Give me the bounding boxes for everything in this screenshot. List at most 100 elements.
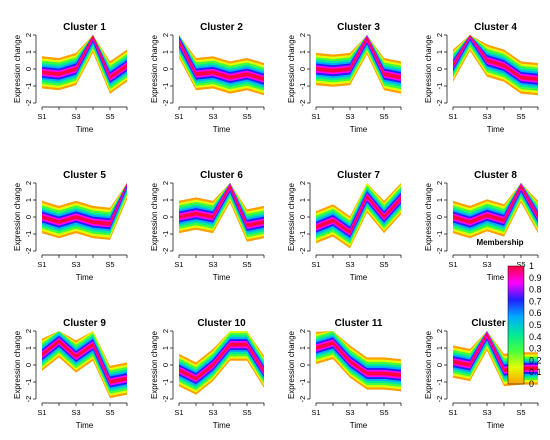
cluster-3-y-tick-label: 1: [298, 50, 307, 54]
legend-tick-label: 0.4: [529, 332, 542, 342]
cluster-9-x-tick-label: S5: [105, 408, 114, 417]
cluster-12-y-tick-label: 2: [435, 329, 444, 333]
cluster-11-x-tick-label: S1: [311, 408, 320, 417]
cluster-6-x-tick-label: S1: [174, 260, 183, 269]
cluster-8-y-label: Expression change: [424, 182, 433, 251]
cluster-5-y-tick-label: 2: [24, 181, 33, 185]
cluster-2-band-7: [179, 38, 264, 83]
cluster-7-x-label: Time: [350, 273, 368, 282]
cluster-10-title: Cluster 10: [197, 318, 246, 329]
cluster-7-y-label: Expression change: [287, 182, 296, 251]
cluster-8-x-tick-label: S1: [448, 260, 457, 269]
cluster-2-x-tick-label: S1: [174, 112, 183, 121]
legend-tick-label: 0.3: [529, 344, 542, 354]
cluster-6-y-tick-label: -2: [161, 248, 170, 255]
cluster-10-y-tick-label: 1: [161, 346, 170, 350]
cluster-7-y-tick-label: 0: [298, 215, 307, 219]
cluster-2-x-tick-label: S5: [242, 112, 251, 121]
cluster-8-x-tick-label: S3: [482, 260, 491, 269]
cluster-12-y-tick-label: 0: [435, 363, 444, 367]
cluster-1-y-tick-label: -2: [24, 100, 33, 107]
cluster-11-y-tick-label: 0: [298, 363, 307, 367]
cluster-5-y-label: Expression change: [13, 182, 22, 251]
cluster-4-x-tick-label: S1: [448, 112, 457, 121]
cluster-10-band-7: [179, 341, 264, 383]
cluster-10-x-tick-label: S3: [208, 408, 217, 417]
cluster-9-y-tick-label: 0: [24, 363, 33, 367]
cluster-2-y-tick-label: 0: [161, 67, 170, 71]
cluster-9-y-label: Expression change: [13, 330, 22, 399]
cluster-1-band-7: [42, 35, 127, 82]
cluster-4-y-tick-label: 1: [435, 50, 444, 54]
cluster-1-x-label: Time: [76, 125, 94, 134]
cluster-7-y-tick-label: 1: [298, 198, 307, 202]
cluster-8-title: Cluster 8: [474, 170, 517, 181]
cluster-1-x-tick-label: S1: [37, 112, 46, 121]
cluster-9-x-tick-label: S1: [37, 408, 46, 417]
cluster-5-title: Cluster 5: [63, 170, 106, 181]
cluster-9-band-8: [42, 339, 127, 384]
cluster-3-x-tick-label: S3: [345, 112, 354, 121]
cluster-12-x-label: Time: [487, 421, 505, 430]
cluster-11-band-8: [316, 341, 401, 378]
cluster-3-y-tick-label: -1: [298, 83, 307, 90]
cluster-3-y-tick-label: 2: [298, 33, 307, 37]
cluster-6-x-tick-label: S5: [242, 260, 251, 269]
cluster-8-y-tick-label: 1: [435, 198, 444, 202]
cluster-12-x-tick-label: S3: [482, 408, 491, 417]
cluster-5-band-8: [42, 183, 127, 226]
cluster-2-title: Cluster 2: [200, 22, 243, 33]
cluster-8-y-tick-label: 0: [435, 215, 444, 219]
cluster-4-y-tick-label: -1: [435, 83, 444, 90]
cluster-7-x-tick-label: S5: [379, 260, 388, 269]
cluster-8-band-8: [453, 184, 538, 224]
cluster-3-y-tick-label: 0: [298, 67, 307, 71]
cluster-5-x-label: Time: [76, 273, 94, 282]
cluster-3-band-8: [316, 36, 401, 80]
cluster-10-x-tick-label: S5: [242, 408, 251, 417]
cluster-11-x-label: Time: [350, 421, 368, 430]
cluster-9-title: Cluster 9: [63, 318, 106, 329]
cluster-12-y-label: Expression change: [424, 330, 433, 399]
cluster-7-band-8: [316, 194, 401, 235]
cluster-7-x-tick-label: S1: [311, 260, 320, 269]
cluster-11-y-label: Expression change: [287, 330, 296, 399]
cluster-4-y-tick-label: 2: [435, 33, 444, 37]
cluster-10-y-tick-label: 2: [161, 329, 170, 333]
cluster-4-band-8: [453, 35, 538, 82]
cluster-3-x-tick-label: S5: [379, 112, 388, 121]
cluster-6-y-tick-label: 0: [161, 215, 170, 219]
cluster-1-x-tick-label: S3: [71, 112, 80, 121]
cluster-4-x-label: Time: [487, 125, 505, 134]
cluster-2-y-tick-label: -2: [161, 100, 170, 107]
cluster-6-y-tick-label: -1: [161, 231, 170, 238]
cluster-3-x-tick-label: S1: [311, 112, 320, 121]
cluster-1-y-tick-label: 1: [24, 50, 33, 54]
cluster-12-y-tick-label: -1: [435, 379, 444, 386]
cluster-8-y-tick-label: -2: [435, 248, 444, 255]
cluster-10-x-tick-label: S1: [174, 408, 183, 417]
cluster-10-x-label: Time: [213, 421, 231, 430]
cluster-8-x-tick-label: S5: [516, 260, 525, 269]
legend-color-bar: [507, 265, 525, 385]
cluster-12-x-tick-label: S1: [448, 408, 457, 417]
cluster-1-y-tick-label: 2: [24, 33, 33, 37]
cluster-6-y-label: Expression change: [150, 182, 159, 251]
cluster-2-y-tick-label: 2: [161, 33, 170, 37]
cluster-7-y-tick-label: 2: [298, 181, 307, 185]
cluster-9-x-label: Time: [76, 421, 94, 430]
cluster-1-title: Cluster 1: [63, 22, 106, 33]
cluster-9-y-tick-label: -2: [24, 396, 33, 403]
cluster-11-title: Cluster 11: [335, 318, 383, 329]
cluster-4-y-label: Expression change: [424, 34, 433, 103]
legend-title: Membership: [476, 238, 523, 247]
cluster-8-y-tick-label: 2: [435, 181, 444, 185]
cluster-7-title: Cluster 7: [337, 170, 380, 181]
cluster-5-x-tick-label: S3: [71, 260, 80, 269]
cluster-3-y-label: Expression change: [287, 34, 296, 103]
cluster-2-x-label: Time: [213, 125, 231, 134]
legend-tick-label: 0.9: [529, 273, 542, 283]
cluster-5-x-tick-label: S5: [105, 260, 114, 269]
legend-tick-label: 1: [529, 261, 534, 271]
